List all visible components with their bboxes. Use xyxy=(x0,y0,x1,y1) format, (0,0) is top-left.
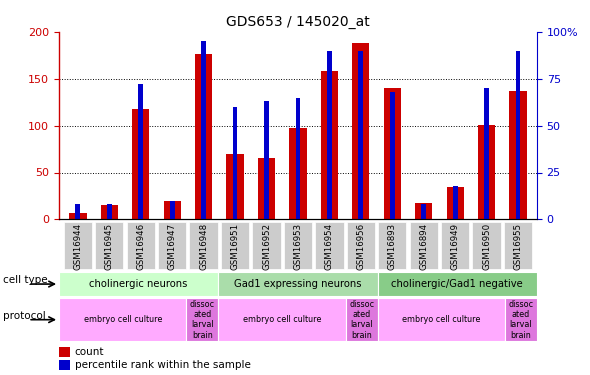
Bar xyxy=(504,222,532,269)
Bar xyxy=(59,272,218,296)
Text: GSM16949: GSM16949 xyxy=(451,223,460,270)
Bar xyxy=(101,206,118,219)
Text: embryo cell culture: embryo cell culture xyxy=(402,315,480,324)
Bar xyxy=(218,298,346,341)
Text: cholinergic neurons: cholinergic neurons xyxy=(90,279,188,289)
Bar xyxy=(195,54,212,219)
Text: GSM16952: GSM16952 xyxy=(262,223,271,270)
Bar xyxy=(284,222,312,269)
Text: GSM16944: GSM16944 xyxy=(73,223,83,270)
Text: embryo cell culture: embryo cell culture xyxy=(243,315,321,324)
Text: embryo cell culture: embryo cell culture xyxy=(84,315,162,324)
Text: GSM16947: GSM16947 xyxy=(168,223,176,270)
Bar xyxy=(107,204,112,219)
Bar xyxy=(69,213,87,219)
Bar xyxy=(315,222,343,269)
Bar xyxy=(218,272,378,296)
Text: GSM16894: GSM16894 xyxy=(419,223,428,270)
Bar xyxy=(321,71,338,219)
Text: cholinergic/Gad1 negative: cholinergic/Gad1 negative xyxy=(391,279,523,289)
Bar xyxy=(296,98,300,219)
Bar xyxy=(473,222,501,269)
Bar xyxy=(409,222,438,269)
Bar xyxy=(509,91,527,219)
Bar xyxy=(346,298,378,341)
Bar xyxy=(358,51,363,219)
Bar xyxy=(505,298,537,341)
Bar xyxy=(258,158,275,219)
Bar xyxy=(384,88,401,219)
Bar xyxy=(138,84,143,219)
Bar xyxy=(516,51,520,219)
Bar xyxy=(441,222,469,269)
Bar xyxy=(189,222,218,269)
Text: protocol: protocol xyxy=(3,311,45,321)
Bar xyxy=(163,201,181,219)
Bar xyxy=(221,222,249,269)
Bar xyxy=(59,360,70,370)
Text: GSM16951: GSM16951 xyxy=(231,223,240,270)
Text: Gad1 expressing neurons: Gad1 expressing neurons xyxy=(234,279,362,289)
Bar xyxy=(132,109,149,219)
Title: GDS653 / 145020_at: GDS653 / 145020_at xyxy=(226,15,370,30)
Bar xyxy=(447,187,464,219)
Text: GSM16893: GSM16893 xyxy=(388,223,396,270)
Bar xyxy=(327,51,332,219)
Bar xyxy=(390,92,395,219)
Text: GSM16954: GSM16954 xyxy=(325,223,334,270)
Text: GSM16948: GSM16948 xyxy=(199,223,208,270)
Text: GSM16956: GSM16956 xyxy=(356,223,365,270)
Text: GSM16953: GSM16953 xyxy=(293,223,303,270)
Text: cell type: cell type xyxy=(3,275,48,285)
Bar xyxy=(378,298,505,341)
Text: count: count xyxy=(74,347,104,357)
Bar xyxy=(347,222,375,269)
Bar xyxy=(478,124,495,219)
Bar xyxy=(201,41,206,219)
Bar xyxy=(421,204,426,219)
Bar xyxy=(264,101,269,219)
Text: dissoc
ated
larval
brain: dissoc ated larval brain xyxy=(190,300,215,340)
Text: GSM16945: GSM16945 xyxy=(105,223,114,270)
Text: GSM16950: GSM16950 xyxy=(482,223,491,270)
Bar xyxy=(76,204,80,219)
Bar xyxy=(232,107,238,219)
Bar xyxy=(453,186,458,219)
Bar xyxy=(378,272,537,296)
Text: dissoc
ated
larval
brain: dissoc ated larval brain xyxy=(509,300,533,340)
Bar xyxy=(484,88,489,219)
Bar xyxy=(59,347,70,357)
Bar xyxy=(59,298,186,341)
Bar xyxy=(95,222,123,269)
Text: dissoc
ated
larval
brain: dissoc ated larval brain xyxy=(349,300,374,340)
Bar xyxy=(378,222,407,269)
Bar xyxy=(127,222,155,269)
Bar xyxy=(253,222,281,269)
Bar xyxy=(227,154,244,219)
Bar xyxy=(352,43,369,219)
Bar xyxy=(158,222,186,269)
Bar xyxy=(170,201,175,219)
Text: GSM16955: GSM16955 xyxy=(513,223,523,270)
Text: GSM16946: GSM16946 xyxy=(136,223,145,270)
Bar xyxy=(64,222,92,269)
Bar xyxy=(289,128,307,219)
Bar xyxy=(186,298,218,341)
Bar xyxy=(415,202,432,219)
Text: percentile rank within the sample: percentile rank within the sample xyxy=(74,360,250,370)
